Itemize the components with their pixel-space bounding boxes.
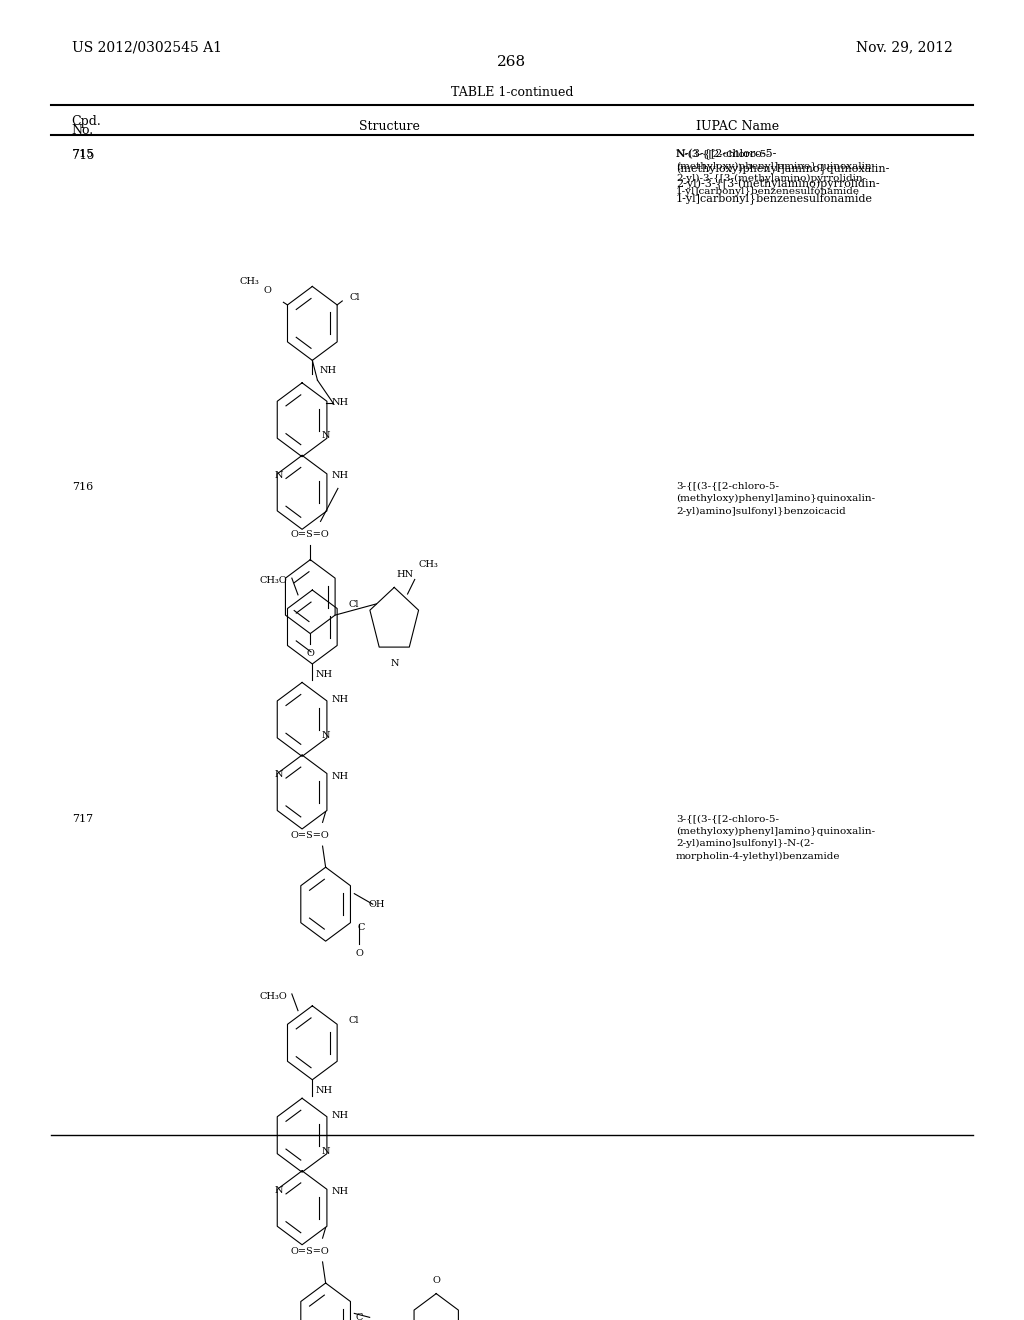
Text: CH₃: CH₃ <box>240 277 259 285</box>
Text: Structure: Structure <box>358 120 420 133</box>
Text: N: N <box>274 471 283 479</box>
Text: NH: NH <box>332 1188 348 1196</box>
Text: Cl: Cl <box>348 1016 358 1024</box>
Text: TABLE 1-continued: TABLE 1-continued <box>451 86 573 99</box>
Text: US 2012/0302545 A1: US 2012/0302545 A1 <box>72 40 221 54</box>
Text: 268: 268 <box>498 55 526 69</box>
Text: N: N <box>322 731 330 739</box>
Text: CH₃O: CH₃O <box>259 577 288 585</box>
Text: NH: NH <box>332 696 348 704</box>
Text: N: N <box>274 1187 283 1195</box>
Text: 715: 715 <box>72 149 94 162</box>
Text: Nov. 29, 2012: Nov. 29, 2012 <box>856 40 952 54</box>
Text: 3-{[(3-{[2-chloro-5-
(methyloxy)phenyl]amino}quinoxalin-
2-yl)amino]sulfonyl}-N-: 3-{[(3-{[2-chloro-5- (methyloxy)phenyl]a… <box>676 814 874 861</box>
Text: N: N <box>274 771 283 779</box>
Text: O: O <box>432 1276 440 1284</box>
Text: 715: 715 <box>72 149 93 158</box>
Text: Cpd.: Cpd. <box>72 115 101 128</box>
Text: NH: NH <box>332 772 348 780</box>
Text: O=S=O: O=S=O <box>291 531 330 539</box>
Text: HN: HN <box>396 570 413 578</box>
Text: O: O <box>306 649 314 657</box>
Text: NH: NH <box>316 671 333 678</box>
Text: O: O <box>263 286 271 294</box>
Text: N-(3-{[2-chloro-5-
(methyloxy)phenyl]amino}quinoxalin-
2-yl)-3-{[3-(methylamino): N-(3-{[2-chloro-5- (methyloxy)phenyl]ami… <box>676 149 874 195</box>
Text: NH: NH <box>332 471 348 479</box>
Text: N-(3-{[2-chloro-5-
(methyloxy)phenyl]amino}quinoxalin-
2-yl)-3-{[3-(methylamino): N-(3-{[2-chloro-5- (methyloxy)phenyl]ami… <box>676 149 889 203</box>
Text: O=S=O: O=S=O <box>291 1247 330 1255</box>
Text: CH₃: CH₃ <box>418 561 438 569</box>
Text: O=S=O: O=S=O <box>291 832 330 840</box>
Text: N: N <box>322 432 330 440</box>
Text: OH: OH <box>369 900 385 908</box>
Text: NH: NH <box>319 367 336 375</box>
Text: C: C <box>355 1313 364 1320</box>
Text: N: N <box>322 1147 330 1155</box>
Text: 716: 716 <box>72 482 93 491</box>
Text: No.: No. <box>72 124 94 137</box>
Text: O: O <box>355 949 364 957</box>
Text: NH: NH <box>332 399 348 407</box>
Text: IUPAC Name: IUPAC Name <box>696 120 779 133</box>
Text: CH₃O: CH₃O <box>259 993 288 1001</box>
Text: Cl: Cl <box>348 601 358 609</box>
Text: N: N <box>391 660 399 668</box>
Text: 717: 717 <box>72 814 93 824</box>
Text: Cl: Cl <box>349 293 359 301</box>
Text: NH: NH <box>332 1111 348 1119</box>
Text: C: C <box>357 924 366 932</box>
Text: NH: NH <box>316 1086 333 1094</box>
Text: 3-{[(3-{[2-chloro-5-
(methyloxy)phenyl]amino}quinoxalin-
2-yl)amino]sulfonyl}ben: 3-{[(3-{[2-chloro-5- (methyloxy)phenyl]a… <box>676 482 874 516</box>
